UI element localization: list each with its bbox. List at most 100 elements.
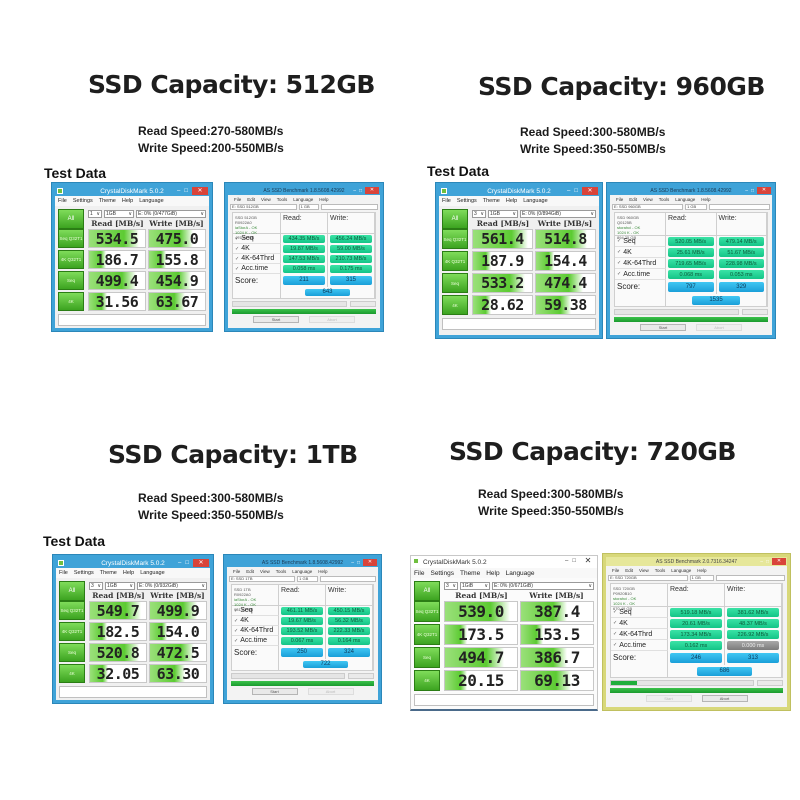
test-checkbox-4k[interactable]: ✓ 4K (232, 616, 279, 626)
start-button[interactable]: Start (251, 688, 298, 695)
drive-select[interactable]: E: 0% (0/671GiB) ∨ (492, 581, 594, 590)
menu-item-theme[interactable]: Theme (98, 198, 116, 204)
close-icon[interactable]: ✕ (193, 558, 209, 567)
abort-button[interactable]: Abort (309, 316, 355, 323)
test-button-seq[interactable]: Seq (59, 643, 85, 662)
filter-field[interactable] (321, 204, 378, 210)
drive-select[interactable]: E: SSD 1TB (229, 576, 296, 582)
menu-item-language[interactable]: Language (523, 198, 548, 204)
test-button-4k[interactable]: 4K (414, 670, 440, 691)
test-button-4k-q32t1[interactable]: 4K Q32T1 (414, 624, 440, 645)
menu-item-language[interactable]: Language (505, 569, 535, 577)
test-button-seq-q32t1[interactable]: Seq Q32T1 (58, 229, 84, 248)
test-button-seq-q32t1[interactable]: Seq Q32T1 (442, 229, 468, 249)
abort-button[interactable]: Abort (696, 324, 742, 332)
all-button[interactable]: All (414, 581, 440, 601)
size-select[interactable]: 1 GB (689, 575, 715, 581)
menu-item-view[interactable]: View (639, 567, 649, 573)
menu-item-help[interactable]: Help (505, 198, 518, 204)
test-checkbox-seq[interactable]: ✓ Seq (611, 607, 668, 619)
maximize-icon[interactable]: □ (750, 187, 754, 194)
menu-item-view[interactable]: View (643, 196, 653, 202)
menu-item-settings[interactable]: Settings (430, 569, 454, 577)
close-icon[interactable]: ✕ (365, 187, 379, 194)
menu-item-tools[interactable]: Tools (658, 196, 670, 202)
close-icon[interactable]: ✕ (363, 559, 377, 566)
menu-item-help[interactable]: Help (122, 570, 135, 576)
comment-field[interactable] (414, 694, 594, 706)
abort-button[interactable]: Abort (701, 695, 748, 703)
test-checkbox-4k-64thrd[interactable]: ✓ 4K-64Thrd (615, 258, 666, 270)
test-checkbox-4k-64thrd[interactable]: ✓ 4K-64Thrd (611, 629, 668, 641)
menu-item-language[interactable]: Language (675, 196, 696, 202)
filter-field[interactable] (319, 576, 376, 582)
test-button-seq[interactable]: Seq (442, 273, 468, 293)
menu-item-language[interactable]: Language (292, 568, 313, 574)
menu-item-language[interactable]: Language (671, 567, 692, 573)
menu-item-file[interactable]: File (233, 568, 241, 574)
close-icon[interactable]: ✕ (772, 558, 786, 565)
size-select[interactable]: 1GiB ∨ (460, 581, 490, 590)
drive-select[interactable]: E: SSD 720GB (608, 575, 688, 581)
maximize-icon[interactable]: □ (765, 558, 769, 565)
minimize-icon[interactable]: – (178, 559, 182, 566)
menu-item-edit[interactable]: Edit (625, 567, 634, 573)
minimize-icon[interactable]: – (745, 187, 748, 194)
menu-item-settings[interactable]: Settings (73, 570, 94, 576)
close-icon[interactable]: ✕ (192, 186, 208, 195)
minimize-icon[interactable]: – (565, 557, 569, 564)
count-select[interactable]: 1 ∨ (88, 209, 102, 218)
start-button[interactable]: Start (645, 695, 692, 703)
test-button-seq[interactable]: Seq (414, 647, 440, 668)
drive-select[interactable]: E: 0% (0/932GiB) ∨ (137, 581, 207, 590)
test-checkbox-acc-time[interactable]: ✓ Acc.time (232, 636, 279, 646)
test-button-seq-q32t1[interactable]: Seq Q32T1 (414, 601, 440, 622)
size-select[interactable]: 1 GB (298, 204, 320, 210)
menu-item-view[interactable]: View (260, 568, 270, 574)
menu-item-edit[interactable]: Edit (629, 196, 638, 202)
menu-item-file[interactable]: File (414, 569, 425, 577)
menu-item-theme[interactable]: Theme (99, 570, 117, 576)
menu-item-file[interactable]: File (234, 196, 242, 202)
close-icon[interactable]: ✕ (582, 186, 598, 195)
menu-item-file[interactable]: File (58, 198, 67, 204)
menu-item-settings[interactable]: Settings (456, 198, 477, 204)
test-button-4k[interactable]: 4K (442, 295, 468, 315)
menu-item-help[interactable]: Help (486, 569, 500, 577)
maximize-icon[interactable]: □ (356, 559, 360, 566)
drive-select[interactable]: E: 0% (0/894GiB) ∨ (520, 209, 596, 218)
drive-select[interactable]: E: SSD 512GB (230, 204, 297, 210)
test-checkbox-acc-time[interactable]: ✓ Acc.time (611, 640, 668, 652)
test-checkbox-4k-64thrd[interactable]: ✓ 4K-64Thrd (232, 626, 279, 636)
minimize-icon[interactable]: – (353, 187, 356, 194)
size-select[interactable]: 1GB ∨ (105, 581, 135, 590)
test-checkbox-seq[interactable]: ✓ Seq (232, 606, 279, 616)
test-button-seq[interactable]: Seq (58, 271, 84, 290)
all-button[interactable]: All (59, 581, 85, 601)
test-checkbox-4k[interactable]: ✓ 4K (233, 244, 281, 254)
menu-item-help[interactable]: Help (319, 196, 329, 202)
menu-item-file[interactable]: File (442, 198, 451, 204)
test-button-4k[interactable]: 4K (58, 292, 84, 311)
size-select[interactable]: 1GB ∨ (104, 209, 134, 218)
close-icon[interactable]: ✕ (584, 555, 592, 565)
menu-item-help[interactable]: Help (697, 567, 707, 573)
comment-field[interactable] (442, 318, 596, 330)
menu-item-file[interactable]: File (616, 196, 624, 202)
menu-item-file[interactable]: File (59, 570, 68, 576)
count-select[interactable]: 3 ∨ (89, 581, 103, 590)
abort-button[interactable]: Abort (307, 688, 354, 695)
minimize-icon[interactable]: – (177, 187, 181, 194)
size-select[interactable]: 1 GB (297, 576, 318, 582)
size-select[interactable]: 1 GB (685, 204, 708, 210)
menu-item-theme[interactable]: Theme (459, 569, 481, 577)
menu-item-language[interactable]: Language (293, 196, 314, 202)
menu-item-edit[interactable]: Edit (246, 568, 255, 574)
test-button-4k-q32t1[interactable]: 4K Q32T1 (442, 251, 468, 271)
test-checkbox-4k[interactable]: ✓ 4K (611, 618, 668, 630)
filter-field[interactable] (716, 575, 785, 581)
menu-item-language[interactable]: Language (139, 198, 164, 204)
test-checkbox-seq[interactable]: ✓ Seq (615, 236, 666, 248)
test-checkbox-4k[interactable]: ✓ 4K (615, 247, 666, 259)
comment-field[interactable] (58, 314, 206, 326)
